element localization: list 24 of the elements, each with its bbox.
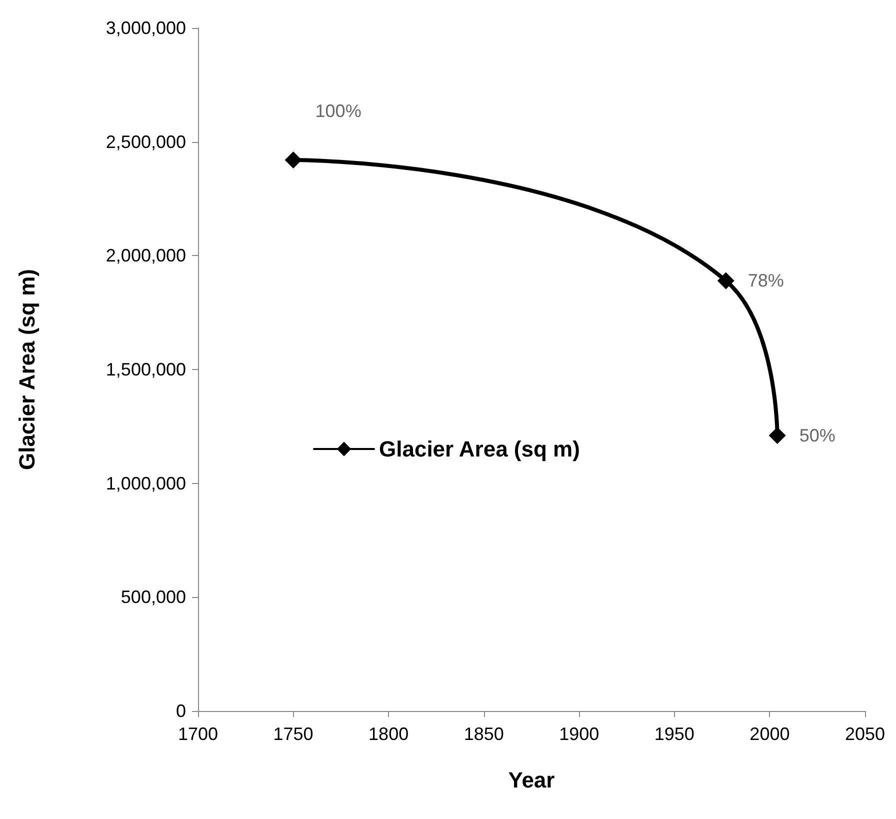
y-tick-label: 2,000,000 [106, 246, 186, 266]
annotation: 100% [315, 101, 362, 122]
y-tick-label: 2,500,000 [106, 132, 186, 152]
x-tick-label: 1700 [178, 724, 218, 744]
y-axis-title: Glacier Area (sq m) [14, 269, 40, 470]
legend-label: Glacier Area (sq m) [379, 436, 580, 462]
point [717, 272, 734, 290]
x-tick-label: 1850 [464, 724, 504, 744]
y-tick-label: 3,000,000 [106, 18, 186, 38]
annotation: 50% [799, 426, 836, 446]
y-tick-label: 0 [176, 701, 186, 721]
x-tick-label: 1800 [368, 724, 409, 744]
point [768, 427, 786, 444]
y-tick-label: 1,000,000 [106, 473, 186, 494]
y-tick-label: 500,000 [120, 587, 186, 608]
x-axis-title: Year [508, 768, 556, 792]
y-tick-label: 1,500,000 [106, 360, 186, 380]
annotation: 78% [748, 270, 784, 291]
x-tick-label: 2050 [844, 724, 885, 744]
x-tick-label: 2000 [750, 724, 790, 744]
x-tick-label: 1950 [654, 724, 694, 744]
point [284, 152, 302, 169]
x-tick-label: 1900 [559, 724, 600, 744]
x-tick-label: 1750 [273, 724, 314, 744]
